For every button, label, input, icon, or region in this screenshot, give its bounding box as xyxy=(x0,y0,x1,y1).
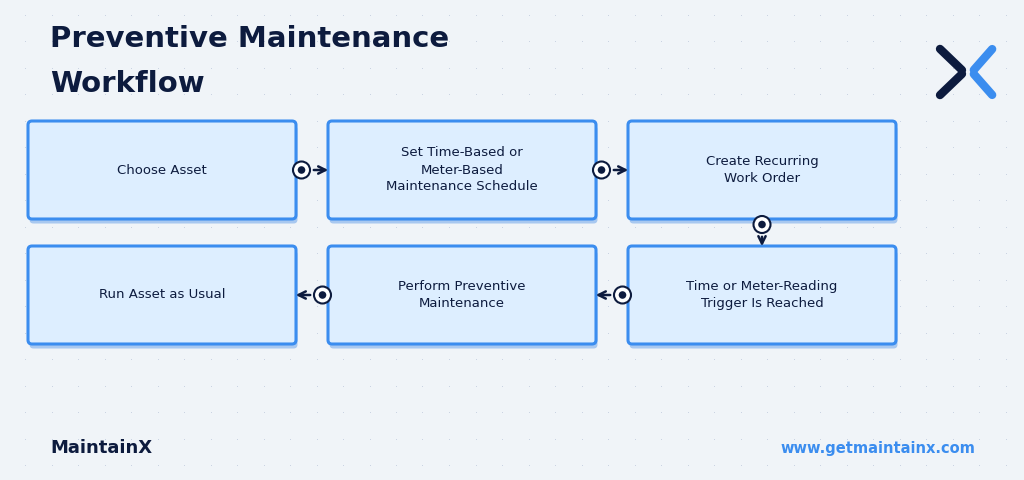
FancyBboxPatch shape xyxy=(328,121,596,219)
FancyBboxPatch shape xyxy=(28,246,296,344)
Text: MaintainX: MaintainX xyxy=(50,439,153,457)
Circle shape xyxy=(298,166,305,174)
Text: Time or Meter-Reading
Trigger Is Reached: Time or Meter-Reading Trigger Is Reached xyxy=(686,280,838,310)
FancyBboxPatch shape xyxy=(30,251,298,348)
Text: Preventive Maintenance: Preventive Maintenance xyxy=(50,25,450,53)
FancyBboxPatch shape xyxy=(328,246,596,344)
Circle shape xyxy=(318,291,327,299)
Circle shape xyxy=(293,161,310,179)
Text: www.getmaintainx.com: www.getmaintainx.com xyxy=(780,441,975,456)
Circle shape xyxy=(754,216,770,233)
Circle shape xyxy=(593,161,610,179)
Circle shape xyxy=(614,287,631,303)
FancyBboxPatch shape xyxy=(628,121,896,219)
FancyBboxPatch shape xyxy=(630,125,897,224)
FancyBboxPatch shape xyxy=(630,251,897,348)
FancyBboxPatch shape xyxy=(28,121,296,219)
Circle shape xyxy=(618,291,627,299)
FancyBboxPatch shape xyxy=(330,125,597,224)
FancyBboxPatch shape xyxy=(628,246,896,344)
Text: Create Recurring
Work Order: Create Recurring Work Order xyxy=(706,155,818,185)
FancyBboxPatch shape xyxy=(330,251,597,348)
Circle shape xyxy=(598,166,605,174)
Circle shape xyxy=(758,221,766,228)
Text: Workflow: Workflow xyxy=(50,70,205,98)
Text: Perform Preventive
Maintenance: Perform Preventive Maintenance xyxy=(398,280,525,310)
FancyBboxPatch shape xyxy=(30,125,298,224)
Text: Run Asset as Usual: Run Asset as Usual xyxy=(98,288,225,301)
Text: Set Time-Based or
Meter-Based
Maintenance Schedule: Set Time-Based or Meter-Based Maintenanc… xyxy=(386,146,538,193)
Circle shape xyxy=(314,287,331,303)
Text: Choose Asset: Choose Asset xyxy=(117,164,207,177)
